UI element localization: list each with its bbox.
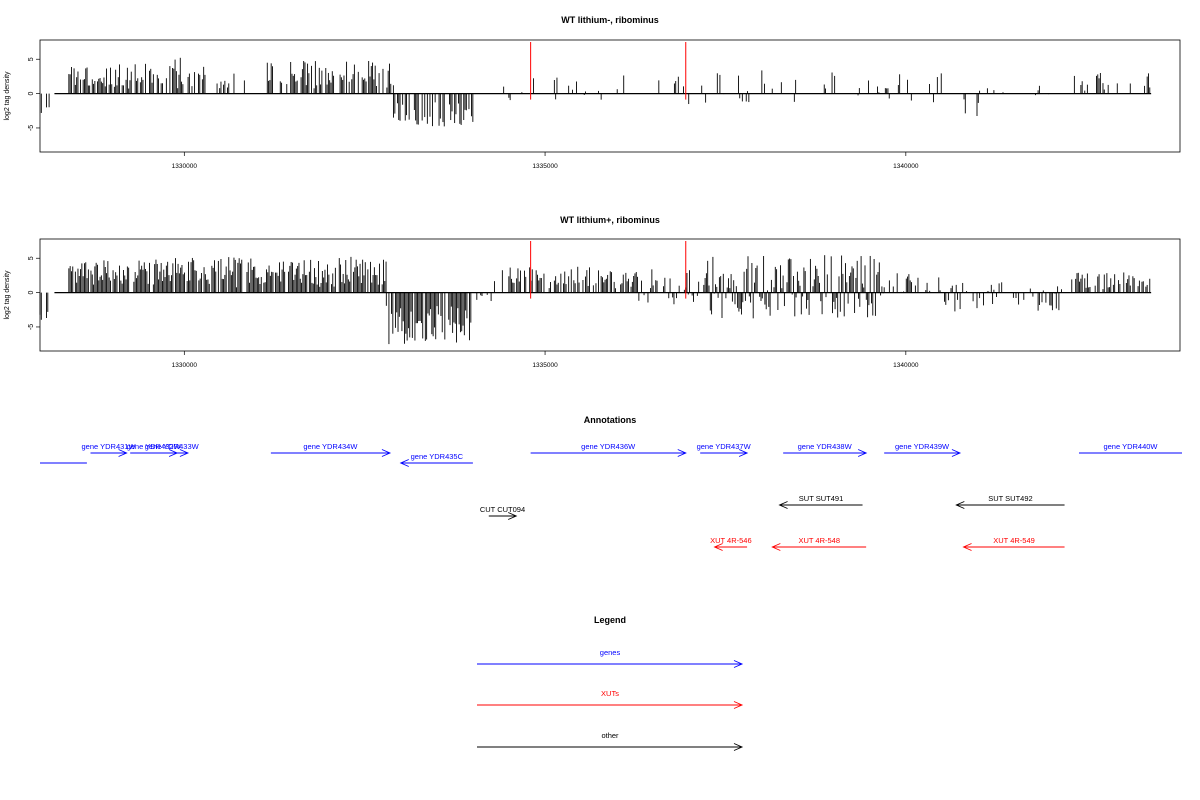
legend: Legend genes XUTs other	[477, 615, 744, 751]
xut-feature: XUT 4R-546	[710, 536, 752, 551]
arrowhead-icon	[733, 701, 744, 709]
arrowhead-icon	[381, 449, 392, 457]
y-tick-label: -5	[28, 125, 35, 131]
feature-label: CUT CUT094	[480, 505, 525, 514]
x-tick-label: 1335000	[532, 163, 558, 170]
gene-feature: gene YDR437W	[697, 442, 752, 457]
arrowhead-icon	[508, 512, 518, 520]
feature-label: gene YDR432W	[127, 442, 182, 451]
other-feature: SUT SUT491	[778, 494, 863, 509]
other-feature: CUT CUT094	[480, 505, 525, 520]
feature-label: XUT 4R-549	[993, 536, 1035, 545]
arrowhead-icon	[857, 449, 868, 457]
track-panel-lithium-minus: WT lithium-, ribominus log2 tag density …	[4, 15, 1181, 170]
arrowhead-icon	[733, 660, 744, 668]
y-tick-label: 0	[28, 92, 35, 96]
y-axis-label: log2 tag density	[4, 71, 11, 121]
y-tick-label: 0	[28, 291, 35, 295]
legend-item-gene: genes	[477, 648, 744, 668]
other-feature: SUT SUT492	[955, 494, 1065, 509]
xut-feature: XUT 4R-548	[771, 536, 867, 551]
arrowhead-icon	[778, 501, 788, 509]
arrowhead-icon	[771, 543, 781, 551]
gene-feature: gene YDR438W	[783, 442, 868, 457]
arrowhead-icon	[738, 449, 749, 457]
x-tick-label: 1340000	[893, 362, 919, 369]
gene-feature: gene YDR434W	[270, 442, 392, 457]
x-tick-label: 1330000	[172, 163, 198, 170]
signal-bars	[40, 57, 1151, 127]
feature-label: gene YDR438W	[798, 442, 853, 451]
arrowhead-icon	[955, 501, 965, 509]
x-tick-label: 1330000	[172, 362, 198, 369]
legend-item-xut: XUTs	[477, 689, 744, 709]
signal-bars	[39, 255, 1151, 345]
annotations-title: Annotations	[584, 415, 637, 425]
panel-title: WT lithium-, ribominus	[561, 15, 659, 25]
plot-frame	[39, 39, 1181, 153]
feature-label: gene YDR433W	[145, 442, 200, 451]
feature-label: SUT SUT492	[988, 494, 1032, 503]
arrowhead-icon	[179, 449, 190, 457]
feature-label: gene YDR437W	[697, 442, 752, 451]
gene-feature: gene YDR436W	[530, 442, 687, 457]
legend-label: other	[601, 731, 619, 740]
arrowhead-icon	[713, 543, 723, 551]
gene-feature: gene YDR433W	[145, 442, 200, 457]
panel-title: WT lithium+, ribominus	[560, 215, 660, 225]
gene-feature: gene YDR431W	[82, 442, 137, 457]
feature-label: XUT 4R-546	[710, 536, 752, 545]
track-panel-lithium-plus: WT lithium+, ribominus log2 tag density …	[4, 215, 1181, 369]
y-tick-label: 5	[28, 256, 35, 260]
feature-label: gene YDR435C	[411, 452, 464, 461]
y-tick-label: -5	[28, 324, 35, 330]
plot-frame	[39, 238, 1181, 352]
feature-label: gene YDR431W	[82, 442, 137, 451]
arrowhead-icon	[962, 543, 972, 551]
arrowhead-icon	[733, 743, 744, 751]
feature-label: gene YDR434W	[303, 442, 358, 451]
feature-label: gene YDR436W	[581, 442, 636, 451]
x-tick-label: 1340000	[893, 163, 919, 170]
arrowhead-icon	[951, 449, 962, 457]
legend-label: XUTs	[601, 689, 619, 698]
xut-feature: XUT 4R-549	[962, 536, 1065, 551]
feature-label: gene YDR439W	[895, 442, 950, 451]
x-tick-label: 1335000	[532, 362, 558, 369]
legend-title: Legend	[594, 615, 626, 625]
feature-label: XUT 4R-548	[798, 536, 840, 545]
y-tick-label: 5	[28, 57, 35, 61]
feature-label: SUT SUT491	[799, 494, 843, 503]
gene-feature: gene YDR439W	[884, 442, 962, 457]
gene-feature: gene YDR435C	[399, 452, 473, 467]
feature-label: gene YDR440W	[1103, 442, 1158, 451]
legend-item-other: other	[477, 731, 744, 751]
y-axis-label: log2 tag density	[4, 270, 11, 320]
arrowhead-icon	[399, 459, 409, 467]
arrowhead-icon	[677, 449, 687, 457]
gene-feature: gene YDR440W	[1078, 442, 1182, 454]
legend-label: genes	[600, 648, 621, 657]
arrowhead-icon	[118, 449, 128, 457]
